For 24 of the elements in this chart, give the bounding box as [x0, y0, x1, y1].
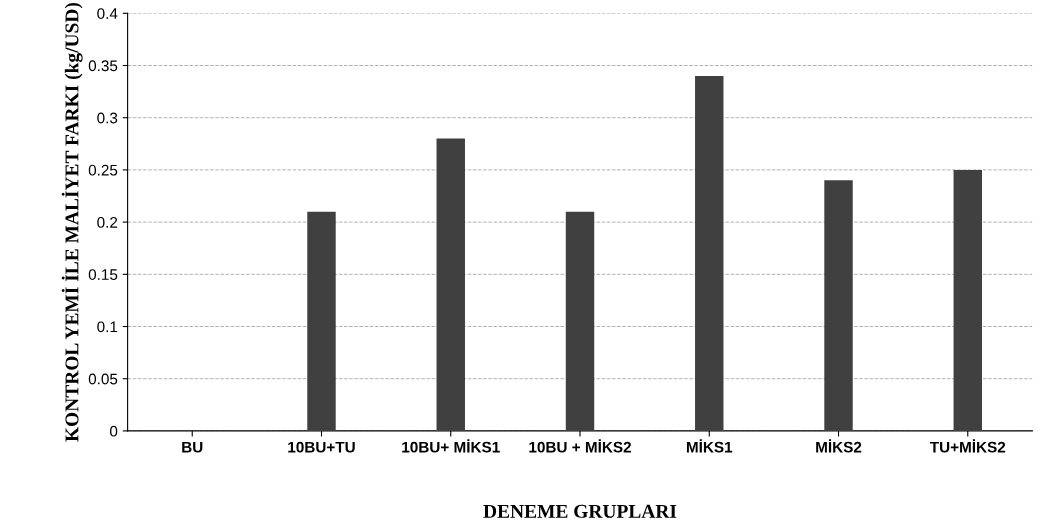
bar: [695, 75, 724, 431]
y-tick-label: 0.35: [88, 60, 118, 72]
x-tick-label: 10BU + MİKS2: [529, 439, 631, 453]
y-tick-label: 0.2: [97, 216, 118, 228]
bar: [824, 180, 853, 431]
y-tick-label: 0.3: [97, 112, 118, 124]
y-tick-label: 0.15: [88, 269, 118, 280]
x-tick-label: 10BU+ MİKS1: [402, 439, 500, 453]
y-tick-label: 0.05: [88, 373, 118, 385]
y-axis-title: KONTROL YEMİ İLE MALİYET FARKI (kg/USD): [61, 3, 83, 442]
y-tick-label: 0: [109, 425, 118, 437]
bar: [307, 211, 336, 431]
bar: [565, 211, 595, 431]
y-tick-label: 0.1: [97, 321, 118, 333]
x-tick-label: MİKS2: [816, 439, 862, 453]
x-tick-label: MİKS1: [686, 439, 733, 453]
x-axis-title: DENEME GRUPLARI: [483, 504, 677, 518]
y-tick-label: 0.25: [88, 164, 118, 176]
bar: [436, 138, 465, 431]
x-tick-label: TU+MİKS2: [929, 439, 1006, 453]
x-tick-label: 10BU+TU: [288, 441, 355, 453]
y-tick-label: 0.4: [97, 8, 118, 19]
bar: [953, 169, 982, 431]
x-tick-label: BU: [182, 441, 203, 453]
